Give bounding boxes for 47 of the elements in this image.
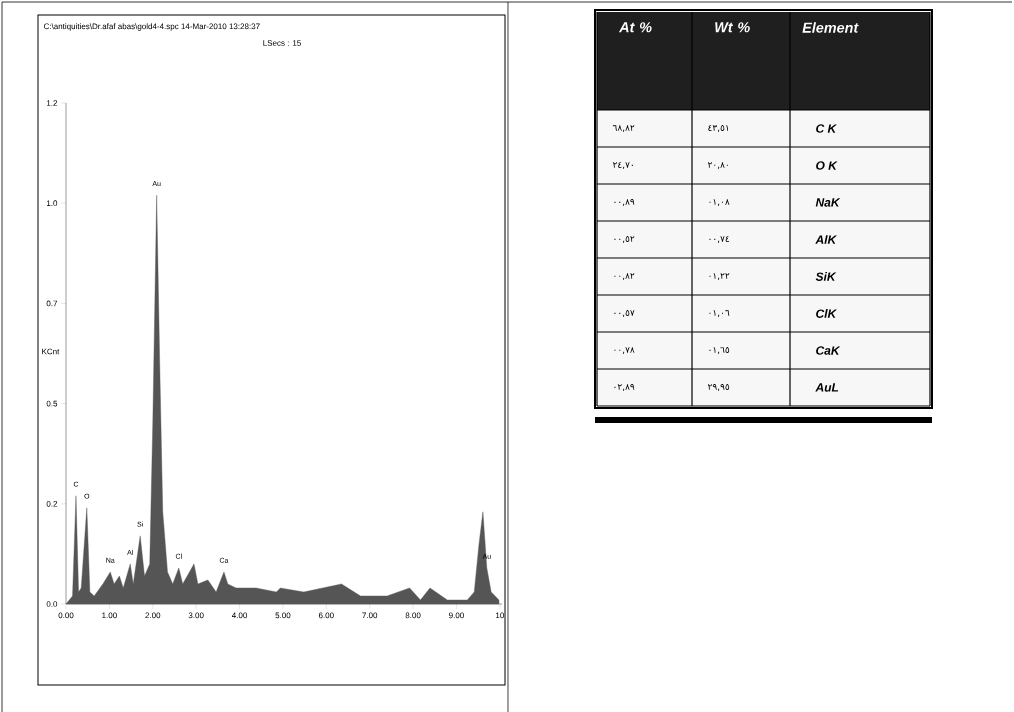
data-label: ٦٨,٨٢	[612, 124, 635, 132]
y-tick-label: 0.7	[46, 300, 58, 307]
text: Wt %	[715, 22, 750, 33]
category-label: O K	[816, 161, 838, 170]
data-label: ٠٠,٥٢	[614, 235, 635, 243]
category-label: AuL	[815, 383, 839, 392]
category-label: NaK	[815, 198, 841, 207]
chart-title: C:\antiquities\Dr.afaf abas\gold4-4.spc 14-Mar-2010 13:28:37	[43, 23, 260, 31]
data-label: ٠١,٠٨	[709, 198, 730, 206]
data-label: ٠١,٦٥	[709, 346, 730, 354]
data-label: ٤٣,٥١	[708, 124, 728, 132]
data-label: ٠٠,٨٢	[614, 272, 635, 280]
data-label: ٠٢,٨٩	[614, 383, 635, 391]
y-tick-label: 0.0	[46, 600, 58, 607]
data-label: ٠١,٢٢	[709, 272, 730, 280]
y-axis-title: KCnt	[42, 348, 60, 355]
data-label: ٢٩,٩٥	[707, 383, 730, 391]
category-label: ClK	[816, 308, 837, 318]
x-tick-label: 8.00	[405, 612, 421, 619]
data-label: ٢٤,٧٠	[612, 161, 633, 169]
data-label: ٠٠,٧٤	[709, 235, 730, 243]
y-tick-label: 0.5	[46, 400, 58, 407]
data-label: ٠٠,٧٨	[614, 346, 635, 354]
x-tick-label: 1.00	[102, 612, 117, 619]
x-tick-label: 4.00	[231, 612, 248, 619]
x-tick-label: 0.00	[58, 612, 74, 619]
x-tick-label: 2.00	[145, 612, 161, 619]
x-tick-label: 9.00	[449, 612, 464, 619]
x-tick-label: 5.00	[275, 612, 291, 619]
y-tick-label: 0.2	[46, 500, 58, 507]
y-tick-label: 1.2	[46, 100, 58, 106]
x-tick-label: 7.00	[362, 612, 378, 619]
x-tick-label: 10	[496, 612, 504, 619]
data-label: ٠٠,٥٧	[614, 309, 635, 317]
x-tick-label: 6.00	[318, 612, 334, 619]
x-tick-label: 3.00	[188, 612, 204, 619]
data-label: ٠١,٠٦	[709, 309, 730, 317]
data-label: ٢٠,٨٠	[707, 161, 728, 169]
category-label: C K	[816, 124, 837, 133]
category-label: AlK	[815, 234, 837, 244]
y-tick-label: 1.0	[46, 200, 58, 206]
text: Element	[802, 22, 859, 33]
category-label: SiK	[815, 271, 837, 281]
chart-subtitle: LSecs : 15	[263, 39, 301, 46]
text: At %	[618, 22, 652, 33]
category-label: CaK	[816, 346, 841, 355]
data-label: ٠٠,٨٩	[614, 198, 635, 206]
